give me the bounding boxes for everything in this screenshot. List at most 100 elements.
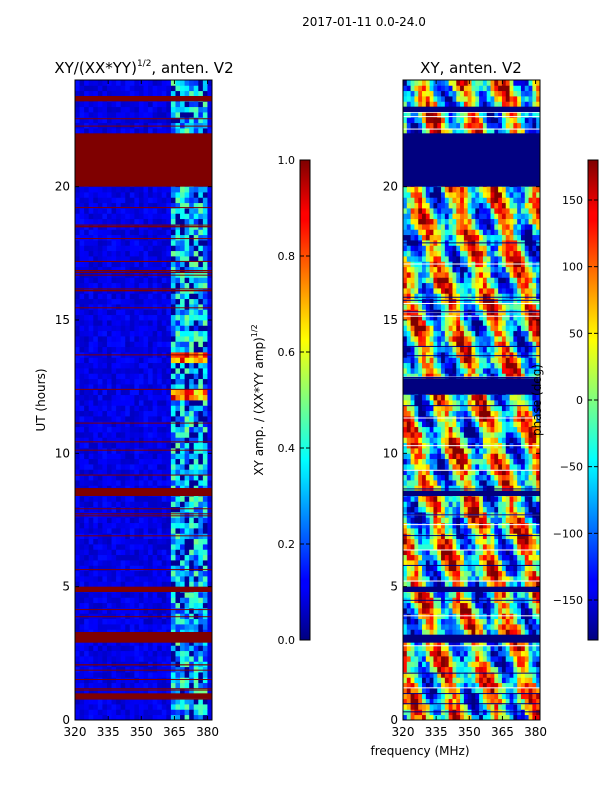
heatmap-cell xyxy=(170,672,176,678)
flag-line xyxy=(75,669,212,671)
heatmap-cell xyxy=(498,549,503,556)
heatmap-cell xyxy=(471,629,476,636)
heatmap-cell xyxy=(494,554,499,561)
heatmap-cell xyxy=(106,565,112,572)
heatmap-cell xyxy=(106,357,112,364)
heatmap-cell xyxy=(170,357,176,364)
heatmap-cell xyxy=(509,714,514,720)
heatmap-cell xyxy=(88,672,94,678)
heatmap-cell xyxy=(494,650,499,657)
heatmap-cell xyxy=(129,682,135,689)
heatmap-cell xyxy=(198,101,204,108)
heatmap-cell xyxy=(184,448,190,454)
heatmap-cell xyxy=(148,506,154,513)
heatmap-cell xyxy=(152,682,158,689)
heatmap-cell xyxy=(138,325,144,332)
heatmap-cell xyxy=(93,336,99,342)
heatmap-cell xyxy=(532,688,537,694)
heatmap-cell xyxy=(490,656,495,662)
heatmap-cell xyxy=(494,570,499,577)
heatmap-cell xyxy=(441,698,446,705)
heatmap-cell xyxy=(138,597,144,604)
heatmap-cell xyxy=(170,501,176,508)
colorbar-tick-label: 0.0 xyxy=(278,634,296,647)
heatmap-cell xyxy=(184,117,190,124)
heatmap-cell xyxy=(498,661,503,668)
heatmap-cell xyxy=(175,474,181,481)
heatmap-cell xyxy=(448,650,453,657)
heatmap-cell xyxy=(528,565,533,572)
heatmap-cell xyxy=(524,533,529,540)
heatmap-cell xyxy=(528,693,533,700)
heatmap-cell xyxy=(79,128,85,134)
heatmap-cell xyxy=(79,245,85,252)
heatmap-cell xyxy=(207,512,212,518)
heatmap-cell xyxy=(161,309,167,316)
heatmap-cell xyxy=(106,90,112,97)
heatmap-cell xyxy=(528,576,533,582)
heatmap-cell xyxy=(528,688,533,694)
heatmap-cell xyxy=(134,496,140,502)
heatmap-cell xyxy=(184,672,190,678)
amp-colorbar-label: XY amp. / (XX*YY amp)1/2 xyxy=(250,324,266,475)
heatmap-cell xyxy=(180,677,185,684)
heatmap-cell xyxy=(193,512,199,518)
heatmap-cell xyxy=(143,469,149,476)
heatmap-cell xyxy=(520,650,526,657)
heatmap-cell xyxy=(79,560,85,566)
heatmap-cell xyxy=(180,549,185,556)
flag-line xyxy=(75,679,212,681)
heatmap-cell xyxy=(198,368,204,374)
heatmap-cell xyxy=(138,618,144,625)
heatmap-cell xyxy=(120,426,126,433)
heatmap-cell xyxy=(148,389,154,396)
heatmap-cell xyxy=(166,512,172,518)
heatmap-cell xyxy=(93,464,99,470)
heatmap-cell xyxy=(102,117,108,124)
heatmap-cell xyxy=(193,549,199,556)
heatmap-cell xyxy=(433,661,438,668)
heatmap-cell xyxy=(157,314,163,321)
heatmap-cell xyxy=(189,213,195,220)
heatmap-cell xyxy=(84,389,90,396)
heatmap-cell xyxy=(406,570,412,577)
heatmap-cell xyxy=(111,186,117,193)
heatmap-cell xyxy=(193,218,199,225)
heatmap-cell xyxy=(75,608,80,614)
heatmap-cell xyxy=(437,624,442,630)
heatmap-cell xyxy=(88,496,94,502)
heatmap-cell xyxy=(437,528,442,534)
heatmap-cell xyxy=(429,533,434,540)
heatmap-cell xyxy=(418,565,423,572)
heatmap-cell xyxy=(202,608,208,614)
heatmap-cell xyxy=(180,656,185,662)
heatmap-cell xyxy=(75,704,80,710)
heatmap-cell xyxy=(75,373,80,380)
heatmap-cell xyxy=(148,538,154,545)
heatmap-cell xyxy=(157,608,163,614)
heatmap-cell xyxy=(166,421,172,428)
heatmap-cell xyxy=(125,602,131,609)
heatmap-cell xyxy=(479,656,484,662)
heatmap-cell xyxy=(444,629,450,636)
heatmap-cell xyxy=(452,608,457,614)
heatmap-cell xyxy=(475,698,480,705)
heatmap-cell xyxy=(93,304,99,310)
heatmap-cell xyxy=(520,618,526,625)
heatmap-cell xyxy=(479,560,484,566)
heatmap-cell xyxy=(157,474,163,481)
heatmap-cell xyxy=(486,645,491,652)
heatmap-cell xyxy=(106,400,112,406)
amp-title-main: XY/(XX*YY) xyxy=(54,59,137,77)
heatmap-cell xyxy=(75,496,80,502)
heatmap-cell xyxy=(97,197,103,204)
heatmap-cell xyxy=(161,666,167,673)
heatmap-cell xyxy=(161,266,167,273)
heatmap-cell xyxy=(125,309,131,316)
heatmap-cell xyxy=(106,85,112,92)
heatmap-cell xyxy=(403,576,408,582)
heatmap-cell xyxy=(88,640,94,646)
heatmap-cell xyxy=(134,394,140,401)
heatmap-cell xyxy=(97,80,103,86)
heatmap-cell xyxy=(175,522,181,529)
